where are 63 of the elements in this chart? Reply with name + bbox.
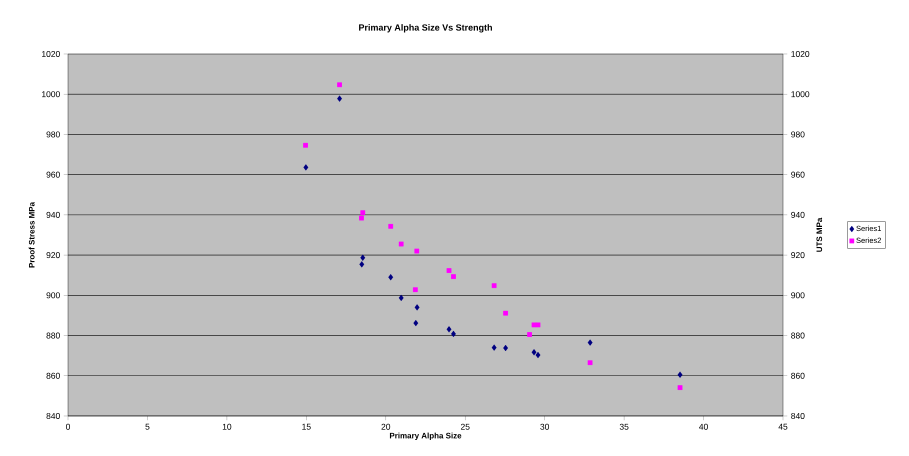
x-tick-label: 0 xyxy=(66,424,70,430)
x-tick-label: 5 xyxy=(145,424,150,430)
point xyxy=(413,320,418,326)
point xyxy=(337,82,342,88)
point xyxy=(414,248,420,254)
y-tick-label: 940 xyxy=(46,212,60,218)
y2-tick-label: 900 xyxy=(791,292,805,298)
point xyxy=(492,283,497,288)
point xyxy=(303,164,308,171)
point xyxy=(414,304,420,311)
point xyxy=(337,95,342,102)
point xyxy=(446,268,452,273)
point xyxy=(388,224,394,229)
point xyxy=(303,142,308,148)
y2-tick-label: 880 xyxy=(791,332,805,339)
point xyxy=(359,261,364,268)
y-tick-label: 1000 xyxy=(42,91,60,98)
x-tick-label: 15 xyxy=(302,424,311,430)
point xyxy=(359,216,364,220)
y-tick-label: 840 xyxy=(46,412,60,419)
x-tick-label: 25 xyxy=(460,424,470,430)
y2-tick-label: 940 xyxy=(791,212,805,218)
point xyxy=(527,332,532,337)
point xyxy=(451,330,456,338)
point xyxy=(388,274,394,280)
y-tick-label: 860 xyxy=(46,372,60,379)
point xyxy=(678,385,682,390)
point xyxy=(398,294,404,302)
x-tick-label: 35 xyxy=(620,424,628,430)
y-tick-label: 880 xyxy=(46,332,60,339)
point xyxy=(412,287,418,292)
chart-title: Primary Alpha Size Vs Strength xyxy=(359,24,492,32)
y2-tick-label: 920 xyxy=(791,252,805,258)
point xyxy=(360,210,366,216)
x-tick-label: 10 xyxy=(222,424,232,430)
x-tick-label: 20 xyxy=(381,424,390,430)
y2-tick-label: 840 xyxy=(791,412,805,419)
y-tick-label: 980 xyxy=(46,131,60,138)
y2-tick-label: 1000 xyxy=(791,91,810,98)
point xyxy=(588,339,593,346)
y2-tick-label: 1020 xyxy=(791,50,810,57)
y-tick-label: 960 xyxy=(46,172,60,178)
point xyxy=(678,372,682,378)
point xyxy=(503,310,508,316)
point xyxy=(588,360,593,366)
y-tick-label: 1020 xyxy=(42,50,60,57)
point xyxy=(446,326,452,333)
point xyxy=(503,344,508,352)
point xyxy=(536,352,540,358)
point xyxy=(532,349,536,356)
point xyxy=(398,242,404,246)
y2-tick-label: 860 xyxy=(791,372,805,379)
y2-tick-label: 960 xyxy=(791,172,805,178)
x-tick-label: 40 xyxy=(699,424,708,430)
point xyxy=(360,254,366,261)
point xyxy=(492,344,497,351)
x-tick-label: 45 xyxy=(778,424,788,430)
x-tick-label: 30 xyxy=(540,424,550,430)
point xyxy=(536,322,540,328)
y-tick-label: 900 xyxy=(46,292,60,298)
y2-tick-label: 980 xyxy=(791,131,805,138)
point xyxy=(451,274,456,280)
y-tick-label: 920 xyxy=(46,252,60,258)
